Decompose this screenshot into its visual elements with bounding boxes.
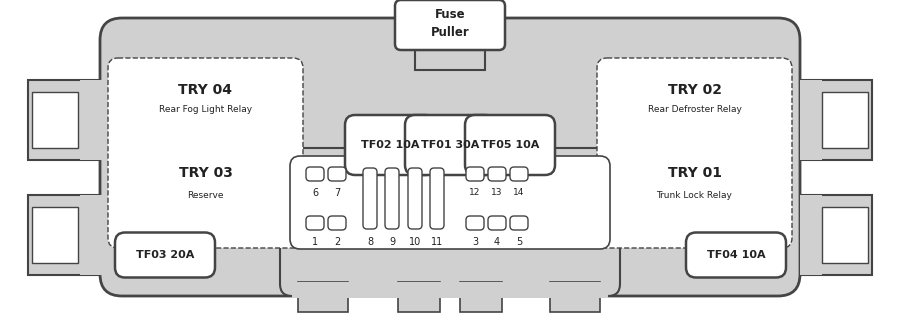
Bar	[292, 282, 608, 298]
FancyBboxPatch shape	[408, 168, 422, 229]
FancyBboxPatch shape	[115, 232, 215, 278]
Bar	[550, 282, 600, 312]
Text: 3: 3	[472, 237, 478, 247]
FancyBboxPatch shape	[328, 167, 346, 181]
Bar	[28, 195, 100, 275]
Bar	[460, 282, 502, 312]
Text: 6: 6	[312, 188, 318, 198]
Bar	[80, 195, 102, 275]
Text: 10: 10	[409, 237, 421, 247]
FancyBboxPatch shape	[510, 216, 528, 230]
Text: 1: 1	[312, 237, 318, 247]
Text: TRY 02: TRY 02	[668, 83, 722, 97]
Text: TF02 10A: TF02 10A	[361, 140, 419, 150]
Bar	[800, 80, 822, 160]
FancyBboxPatch shape	[385, 168, 399, 229]
FancyBboxPatch shape	[306, 167, 324, 181]
Text: Trunk Lock Relay: Trunk Lock Relay	[657, 192, 733, 201]
Text: 5: 5	[516, 237, 522, 247]
Text: 11: 11	[431, 237, 443, 247]
Text: Rear Defroster Relay: Rear Defroster Relay	[648, 106, 742, 115]
Text: TF01 30A: TF01 30A	[421, 140, 479, 150]
FancyBboxPatch shape	[328, 216, 346, 230]
Text: Fuse
Puller: Fuse Puller	[430, 8, 470, 39]
FancyBboxPatch shape	[345, 115, 435, 175]
Text: TRY 01: TRY 01	[668, 166, 722, 180]
Text: Rear Fog Light Relay: Rear Fog Light Relay	[159, 106, 252, 115]
Bar	[398, 282, 440, 312]
FancyBboxPatch shape	[363, 168, 377, 229]
Text: 4: 4	[494, 237, 500, 247]
Text: Reserve: Reserve	[187, 192, 224, 201]
FancyBboxPatch shape	[405, 115, 495, 175]
Text: TF05 10A: TF05 10A	[481, 140, 539, 150]
Text: 2: 2	[334, 237, 340, 247]
FancyBboxPatch shape	[488, 167, 506, 181]
FancyBboxPatch shape	[597, 58, 792, 248]
FancyBboxPatch shape	[466, 167, 484, 181]
Bar	[32, 207, 78, 263]
FancyBboxPatch shape	[395, 0, 505, 50]
Text: 8: 8	[367, 237, 374, 247]
Text: TF03 20A: TF03 20A	[136, 250, 194, 260]
FancyBboxPatch shape	[290, 156, 610, 249]
Bar	[298, 282, 348, 312]
Text: 9: 9	[389, 237, 395, 247]
Bar	[80, 80, 102, 160]
FancyBboxPatch shape	[306, 216, 324, 230]
Bar	[800, 195, 872, 275]
Bar	[28, 80, 100, 160]
Bar	[415, 50, 485, 70]
Bar	[822, 92, 868, 148]
Text: 14: 14	[513, 188, 525, 197]
FancyBboxPatch shape	[430, 168, 444, 229]
Bar	[32, 92, 78, 148]
FancyBboxPatch shape	[100, 18, 800, 296]
Bar	[800, 80, 872, 160]
FancyBboxPatch shape	[488, 216, 506, 230]
Bar	[800, 195, 822, 275]
Text: TF04 10A: TF04 10A	[706, 250, 765, 260]
FancyBboxPatch shape	[465, 115, 555, 175]
Text: TRY 04: TRY 04	[178, 83, 232, 97]
Text: 13: 13	[491, 188, 503, 197]
FancyBboxPatch shape	[466, 216, 484, 230]
Text: 12: 12	[469, 188, 481, 197]
Text: 7: 7	[334, 188, 340, 198]
FancyBboxPatch shape	[108, 58, 303, 248]
FancyBboxPatch shape	[510, 167, 528, 181]
Bar	[822, 207, 868, 263]
FancyBboxPatch shape	[686, 232, 786, 278]
Text: TRY 03: TRY 03	[178, 166, 232, 180]
FancyBboxPatch shape	[280, 148, 620, 296]
